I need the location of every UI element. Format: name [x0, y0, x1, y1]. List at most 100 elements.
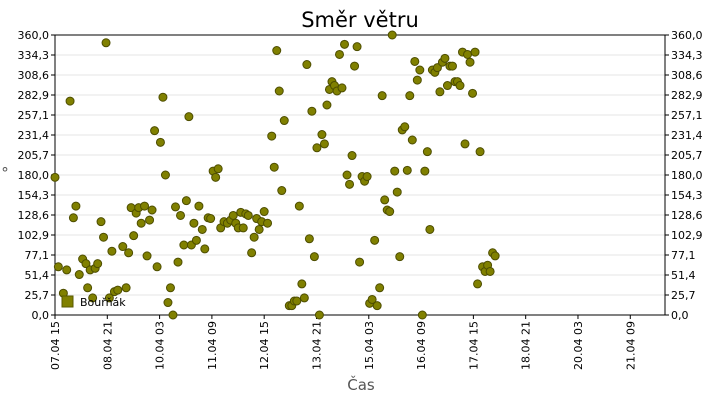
chart-title: Směr větru	[301, 8, 419, 32]
data-point	[460, 139, 470, 149]
data-point	[181, 196, 191, 206]
data-point	[490, 251, 500, 261]
data-point	[243, 210, 253, 220]
data-point	[197, 224, 207, 234]
legend-swatch	[61, 295, 74, 308]
data-point	[279, 116, 289, 126]
x-tick-label: 15.04 03	[363, 321, 376, 370]
data-point	[367, 294, 377, 304]
data-point	[194, 201, 204, 211]
data-point	[345, 179, 355, 189]
data-point	[176, 210, 186, 220]
data-point	[417, 310, 427, 320]
data-point	[254, 224, 264, 234]
data-point	[200, 244, 210, 254]
y-tick-label-right: 205,7	[671, 149, 703, 162]
data-point	[405, 91, 415, 101]
data-point	[340, 39, 350, 49]
legend: Bouřňák	[61, 295, 126, 309]
data-point	[337, 83, 347, 93]
data-point	[124, 248, 134, 258]
data-point	[179, 240, 189, 250]
y-tick-label-right: 334,3	[671, 49, 703, 62]
data-point	[352, 42, 362, 52]
data-point	[113, 285, 123, 295]
y-tick-label-right: 154,3	[671, 189, 703, 202]
data-point	[299, 293, 309, 303]
data-point	[163, 298, 173, 308]
data-point	[121, 283, 131, 293]
data-point	[211, 172, 221, 182]
x-tick-label: 13.04 21	[310, 321, 323, 370]
data-point	[118, 242, 128, 252]
data-point	[410, 56, 420, 66]
data-point	[392, 187, 402, 197]
y-tick-label-left: 334,3	[18, 49, 50, 62]
x-tick-label: 21.04 09	[624, 321, 637, 370]
data-point	[475, 147, 485, 157]
y-axis-left: 0,0 25,7 51,4 77,1 102,9 128,6 154,3 180,0 205,7…	[18, 29, 55, 322]
data-point	[189, 218, 199, 228]
data-point	[292, 296, 302, 306]
data-point	[302, 60, 312, 70]
data-point	[104, 293, 114, 303]
y-tick-label-left: 282,9	[18, 89, 50, 102]
data-point	[213, 164, 223, 174]
data-point	[390, 166, 400, 176]
y-tick-label-left: 231,4	[18, 129, 50, 142]
y-tick-label-left: 180,0	[18, 169, 50, 182]
y-tick-label-left: 257,1	[18, 109, 50, 122]
data-point	[249, 232, 259, 242]
x-tick-label: 07.04 15	[49, 321, 62, 370]
data-point	[375, 283, 385, 293]
data-point	[96, 217, 106, 227]
y-tick-label-left: 102,9	[18, 229, 50, 242]
legend-label: Bouřňák	[80, 296, 126, 309]
y-tick-label-right: 0,0	[671, 309, 689, 322]
data-point	[269, 162, 279, 172]
data-point	[442, 81, 452, 91]
data-point	[50, 172, 60, 182]
data-point	[395, 252, 405, 262]
data-point	[307, 106, 317, 116]
data-point	[422, 147, 432, 157]
data-point	[435, 87, 445, 97]
data-point	[485, 266, 495, 276]
data-point	[238, 223, 248, 233]
x-tick-label: 18.04 21	[520, 321, 533, 370]
data-point	[101, 38, 111, 48]
data-point	[317, 130, 327, 140]
data-point	[277, 186, 287, 196]
y-tick-label-left: 154,3	[18, 189, 50, 202]
data-point	[99, 232, 109, 242]
y-tick-label-right: 257,1	[671, 109, 703, 122]
data-point	[309, 252, 319, 262]
data-point	[272, 46, 282, 56]
data-point	[425, 224, 435, 234]
data-point	[372, 301, 382, 311]
y-tick-label-right: 77,1	[671, 249, 696, 262]
data-point	[342, 170, 352, 180]
x-tick-label: 17.04 15	[467, 321, 480, 370]
data-point	[370, 235, 380, 245]
x-axis-label: Čas	[347, 375, 375, 394]
x-tick-label: 08.04 21	[101, 321, 114, 370]
y-axis-label: °	[1, 164, 9, 182]
data-point	[465, 57, 475, 67]
data-point	[377, 91, 387, 101]
data-point	[470, 47, 480, 57]
data-point	[71, 201, 81, 211]
data-point	[145, 215, 155, 225]
data-point	[170, 202, 180, 212]
data-point	[440, 53, 450, 63]
data-point	[155, 137, 165, 147]
y-axis-right: 0,0 25,7 51,4 77,1 102,9 128,6 154,3 180,0 205,7…	[665, 29, 703, 322]
data-point	[274, 86, 284, 96]
data-point	[355, 257, 365, 267]
data-point	[334, 49, 344, 59]
y-tick-label-left: 77,1	[25, 249, 50, 262]
data-point	[165, 283, 175, 293]
data-point	[206, 214, 216, 224]
